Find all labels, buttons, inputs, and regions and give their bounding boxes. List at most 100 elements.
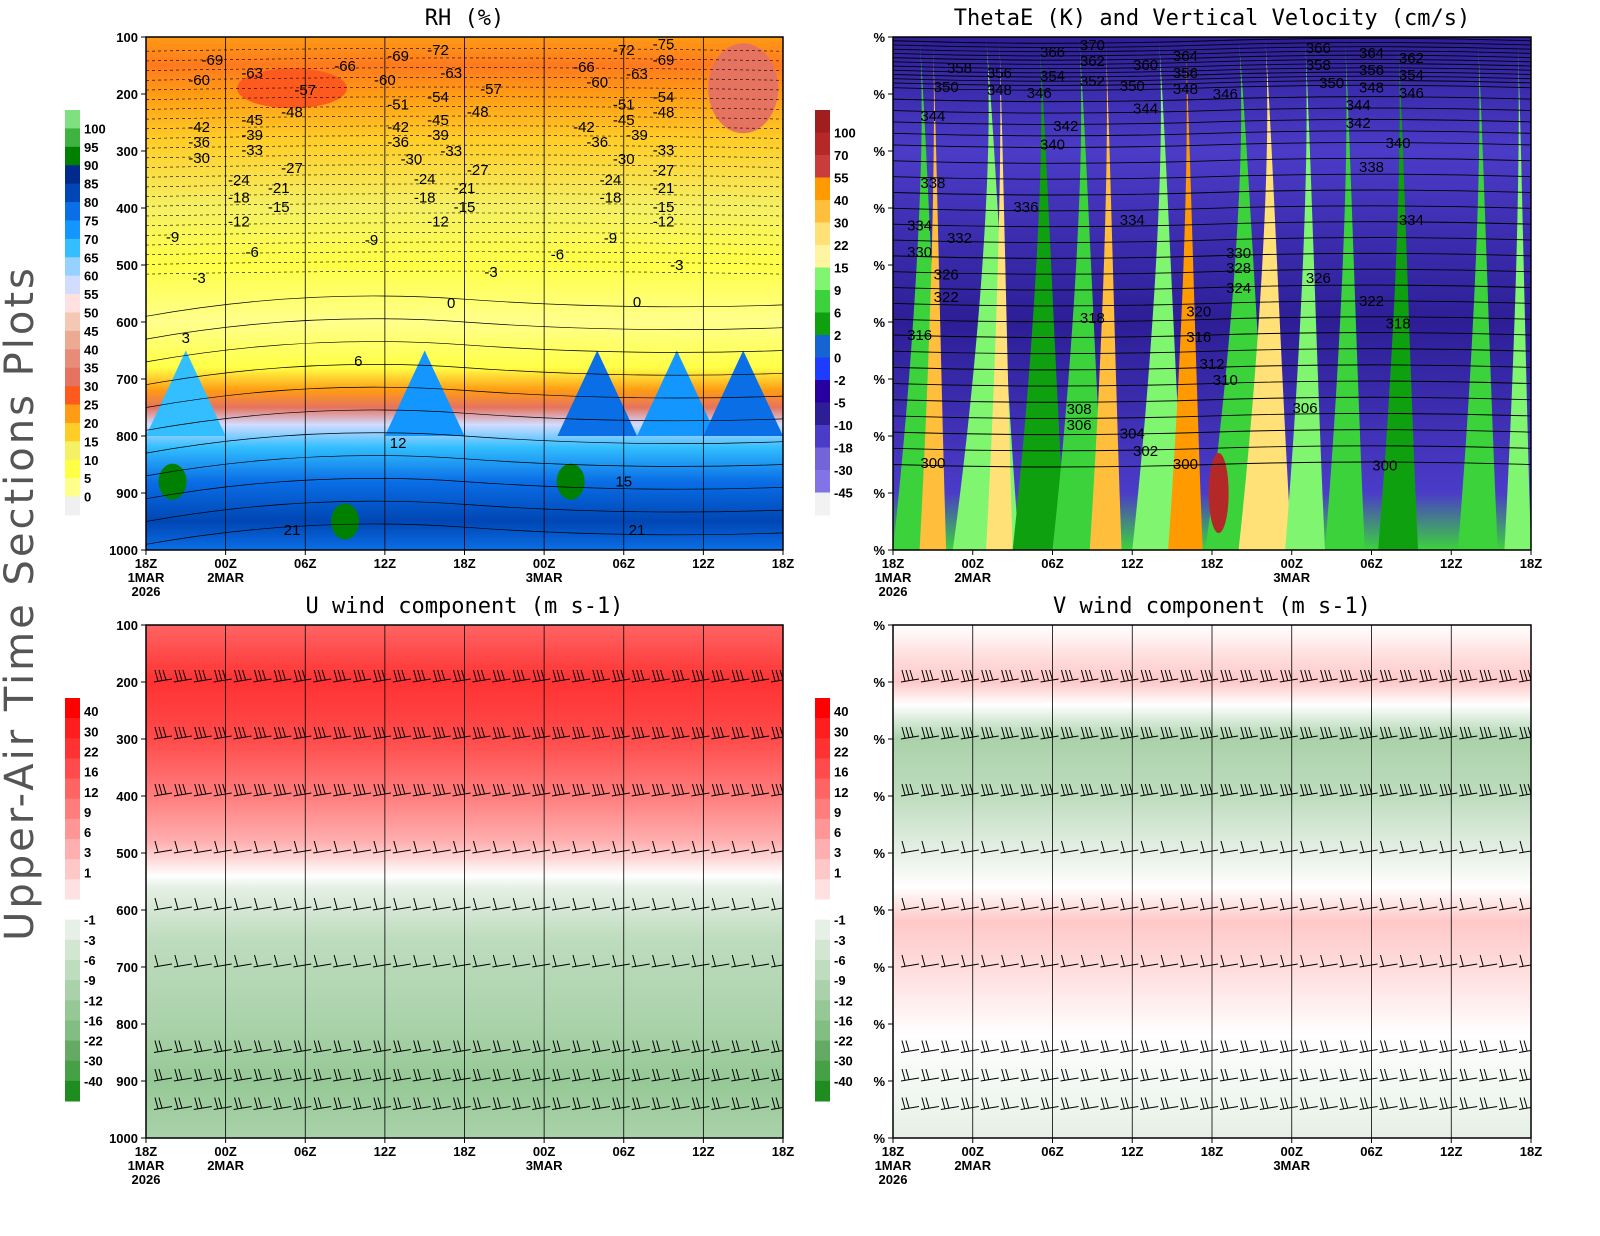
barb-flag: [154, 726, 159, 739]
contour-label: 348: [1359, 80, 1384, 97]
barb-staff: [1379, 1106, 1398, 1110]
rh-moist-plume: [703, 350, 783, 436]
barb-staff: [751, 906, 770, 911]
colorbar-label: 30: [84, 379, 98, 394]
barb-flag: [691, 897, 696, 910]
barb-staff: [770, 679, 783, 683]
barb-flag: [492, 840, 497, 853]
wind-barb: [900, 1068, 920, 1082]
barb-flag: [1041, 1068, 1046, 1081]
x-date-label: 1MAR: [875, 570, 912, 585]
y-tick-label: 700: [116, 960, 138, 975]
barb-flag: [536, 726, 541, 738]
wind-barb: [532, 954, 551, 968]
barb-flag: [1045, 1040, 1050, 1052]
barb-staff: [1239, 792, 1258, 797]
barb-flag: [680, 783, 685, 794]
wind-barb: [731, 954, 750, 968]
vertical-velocity-area: [1285, 37, 1325, 550]
barb-staff: [293, 963, 312, 968]
barb-flag: [1300, 1068, 1305, 1081]
thetae-contour: [893, 50, 1531, 57]
barb-flag: [1144, 1097, 1149, 1109]
wind-barb: [412, 783, 431, 797]
wind-barb: [611, 1040, 630, 1053]
wind-barb: [1259, 783, 1278, 797]
barb-staff: [452, 792, 471, 797]
barb-flag: [592, 840, 597, 853]
barb-flag: [1523, 783, 1528, 795]
barb-flag: [174, 1068, 179, 1081]
barb-staff: [253, 678, 272, 683]
wind-barb: [313, 840, 332, 854]
barb-flag: [656, 726, 661, 738]
barb-flag: [297, 783, 302, 795]
barb-flag: [731, 726, 736, 739]
barb-flag: [413, 726, 418, 739]
barb-flag: [433, 1040, 438, 1052]
barb-flag: [178, 1040, 183, 1052]
barb-flag: [632, 1097, 637, 1109]
barb-flag: [1100, 840, 1105, 853]
barb-flag: [1447, 783, 1452, 794]
y-tick-label: %: [873, 1017, 885, 1032]
wind-barb: [173, 840, 192, 854]
contour-label: -15: [454, 199, 476, 216]
wind-barb: [631, 669, 650, 683]
wind-barb: [1180, 783, 1199, 797]
wind-barb: [711, 840, 730, 854]
wind-barb: [960, 1097, 979, 1110]
barb-staff: [1199, 1106, 1219, 1110]
barb-flag: [198, 726, 203, 738]
barb-flag: [941, 954, 946, 967]
wind-barb: [770, 897, 783, 911]
wind-barb: [432, 897, 451, 911]
barb-flag: [1344, 783, 1349, 795]
colorbar-label: -3: [84, 933, 96, 948]
wind-barb: [1459, 1097, 1478, 1110]
wind-barb: [273, 1040, 292, 1053]
barb-flag: [929, 726, 934, 737]
barb-staff: [1000, 1077, 1019, 1082]
wind-barb: [313, 726, 332, 740]
barb-flag: [672, 669, 677, 682]
wind-barb: [920, 954, 939, 968]
barb-flag: [178, 726, 183, 738]
barb-flag: [921, 1040, 926, 1052]
barb-flag: [353, 954, 358, 967]
barb-staff: [711, 1077, 730, 1082]
barb-flag: [1204, 783, 1209, 795]
contour-label: 342: [1346, 115, 1371, 132]
wind-barb: [372, 840, 392, 854]
wind-barb: [1180, 840, 1199, 854]
wind-barb: [293, 783, 312, 797]
wind-barb: [1439, 840, 1458, 854]
barb-flag: [512, 1040, 517, 1052]
barb-flag: [162, 726, 167, 737]
barb-staff: [1499, 792, 1518, 797]
barb-flag: [512, 897, 517, 910]
wind-barb: [552, 897, 571, 911]
wind-barb: [233, 954, 252, 968]
barb-flag: [1180, 726, 1185, 739]
barb-flag: [989, 669, 994, 680]
barb-flag: [1080, 1068, 1085, 1081]
barb-staff: [571, 792, 591, 797]
barb-flag: [1220, 1097, 1225, 1109]
barb-flag: [1220, 669, 1225, 682]
wind-barb: [492, 954, 511, 968]
wind-barb: [711, 954, 730, 968]
barb-staff: [671, 678, 690, 683]
barb-flag: [500, 669, 505, 680]
barb-flag: [656, 1068, 661, 1080]
barb-staff: [1379, 678, 1398, 683]
wind-barb: [1180, 1040, 1199, 1053]
barb-flag: [921, 783, 926, 796]
barb-flag: [397, 783, 402, 795]
wind-barb: [1419, 1068, 1438, 1082]
barb-staff: [153, 963, 173, 968]
barb-flag: [1124, 669, 1129, 681]
barb-staff: [1239, 1077, 1258, 1082]
barb-flag: [1387, 726, 1392, 737]
thetae-contour: [893, 221, 1531, 228]
